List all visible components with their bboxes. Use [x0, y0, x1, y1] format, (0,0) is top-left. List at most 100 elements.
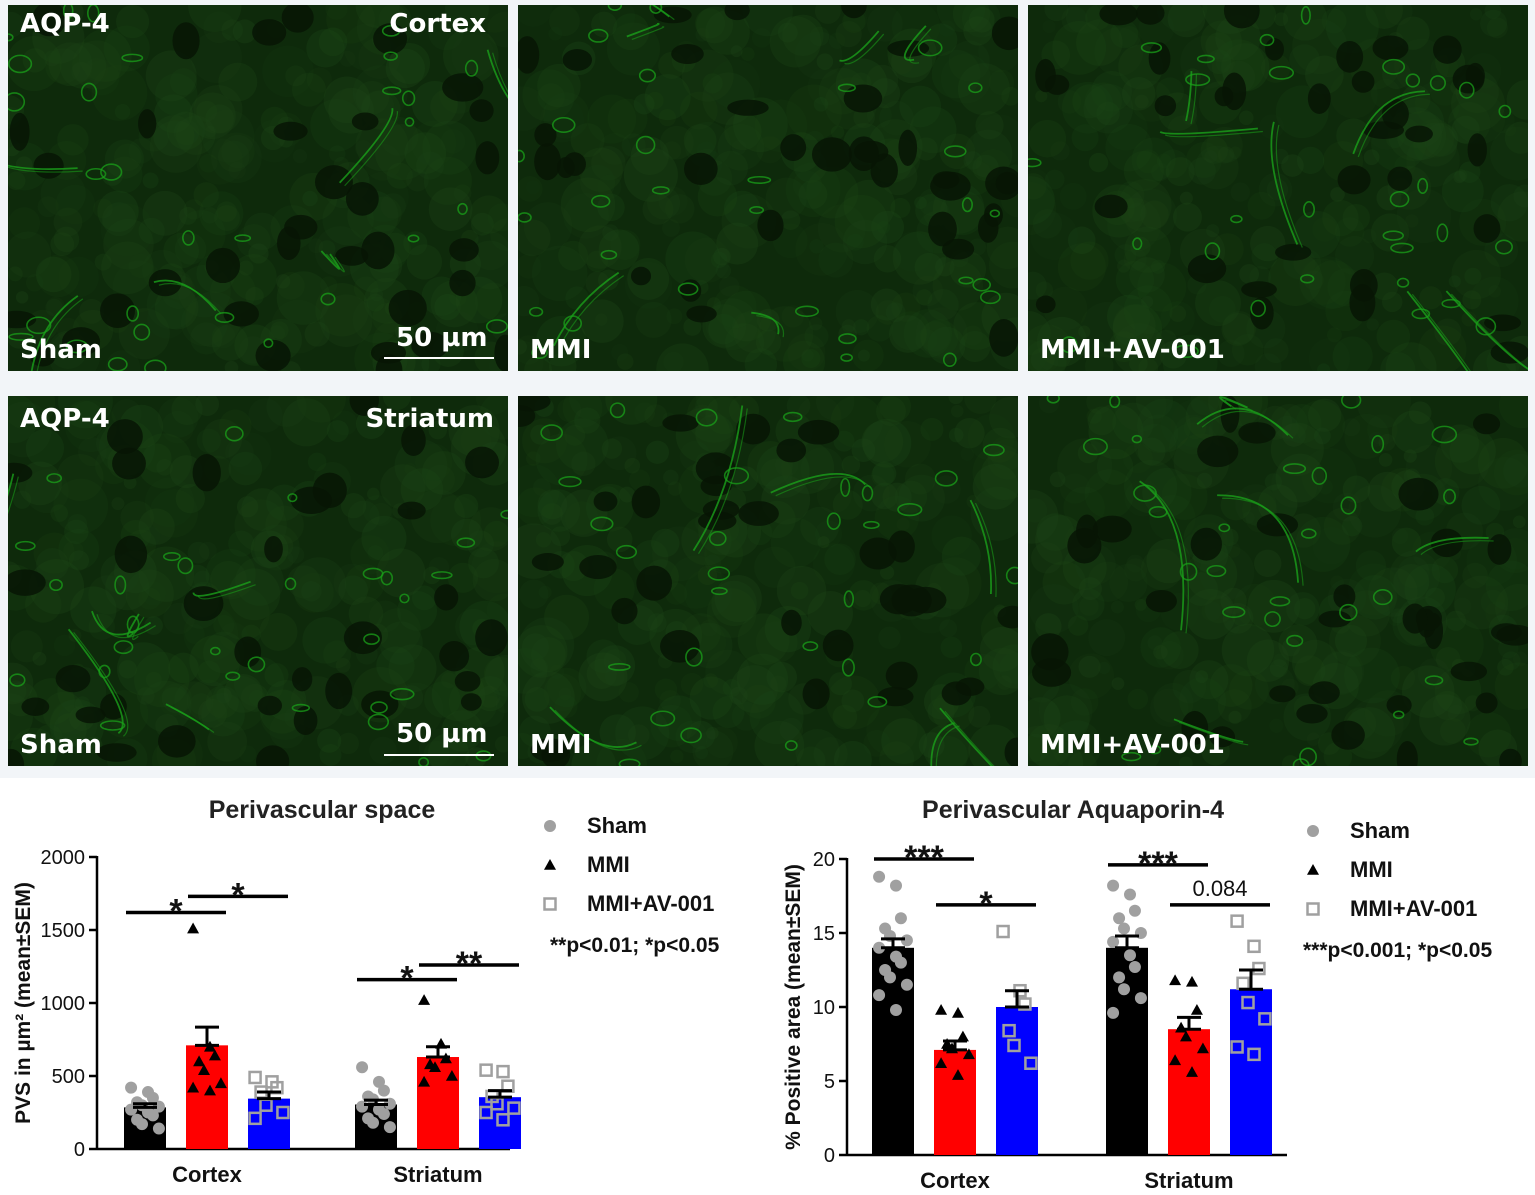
neuropil-speckle	[919, 321, 951, 352]
neuropil-speckle	[708, 313, 739, 345]
vessel-wall	[96, 614, 156, 639]
neuropil-speckle	[1028, 489, 1059, 544]
neuropil-speckle	[866, 315, 893, 342]
vessel-cross-section	[1230, 214, 1243, 224]
cell-body-shadow	[205, 247, 241, 284]
cell-body-shadow	[1094, 194, 1128, 219]
neuropil-speckle	[1160, 631, 1199, 670]
neuropil-speckle	[77, 437, 107, 467]
neuropil-speckle	[1138, 358, 1159, 371]
neuropil-speckle	[55, 184, 96, 225]
vessel-wall	[626, 22, 660, 38]
cell-body-shadow	[1220, 396, 1240, 433]
neuropil-speckle	[659, 690, 681, 712]
neuropil-speckle	[662, 141, 682, 161]
neuropil-speckle	[833, 430, 855, 452]
cell-body-shadow	[1265, 38, 1284, 61]
neuropil-speckle	[948, 396, 964, 405]
neuropil-speckle	[138, 217, 165, 245]
neuropil-speckle	[1453, 92, 1506, 145]
neuropil-speckle	[397, 590, 438, 631]
neuropil-speckle	[846, 233, 864, 251]
neuropil-speckle	[287, 546, 305, 564]
neuropil-speckle	[145, 50, 197, 102]
neuropil-speckle	[443, 27, 499, 84]
neuropil-speckle	[1036, 513, 1075, 551]
neuropil-speckle	[853, 319, 870, 336]
neuropil-speckle	[450, 518, 483, 551]
cell-body-shadow	[695, 452, 736, 485]
cell-body-shadow	[686, 305, 717, 323]
data-point	[198, 1064, 210, 1075]
vessel-cross-section	[8, 33, 14, 42]
neuropil-speckle	[757, 306, 814, 362]
vessel-cross-section	[607, 5, 623, 11]
data-point	[1180, 1030, 1192, 1042]
neuropil-speckle	[931, 49, 981, 99]
neuropil-speckle	[120, 500, 154, 535]
neuropil-speckle	[418, 729, 459, 766]
neuropil-speckle	[554, 694, 578, 719]
neuropil-speckle	[1205, 32, 1233, 60]
neuropil-speckle	[487, 203, 508, 232]
neuropil-speckle	[1117, 259, 1131, 273]
vessel-wall	[73, 631, 129, 737]
neuropil-speckle	[134, 651, 190, 708]
vessel-cross-section	[1311, 466, 1328, 485]
vessel-cross-section	[958, 276, 974, 285]
neuropil-speckle	[598, 229, 640, 271]
neuropil-speckle	[205, 549, 256, 600]
neuropil-speckle	[790, 581, 809, 600]
neuropil-speckle	[537, 63, 581, 108]
neuropil-speckle	[610, 229, 641, 261]
neuropil-speckle	[812, 543, 855, 586]
neuropil-speckle	[1086, 396, 1112, 415]
neuropil-speckle	[927, 735, 968, 766]
neuropil-speckle	[1228, 710, 1242, 724]
neuropil-speckle	[729, 686, 748, 705]
vessel-cross-section	[607, 663, 631, 671]
neuropil-speckle	[602, 224, 619, 242]
vessel-cross-section	[609, 402, 626, 419]
neuropil-speckle	[415, 443, 453, 481]
neuropil-speckle	[318, 27, 348, 57]
neuropil-speckle	[187, 541, 210, 564]
cell-body-shadow	[630, 266, 652, 286]
neuropil-speckle	[24, 586, 62, 623]
vessel-cross-section	[1417, 177, 1429, 195]
cell-body-shadow	[1154, 95, 1177, 117]
neuropil-speckle	[1309, 260, 1358, 309]
cell-body-shadow	[388, 289, 427, 327]
micrograph-striatum-mmi-av001: MMI+AV-001	[1028, 396, 1528, 766]
vessel-wall	[8, 164, 78, 170]
cell-body-shadow	[1336, 40, 1364, 73]
cell-body-shadow	[1032, 658, 1072, 687]
neuropil-speckle	[174, 681, 214, 721]
neuropil-speckle	[101, 164, 124, 186]
neuropil-speckle	[737, 613, 790, 666]
neuropil-speckle	[1495, 583, 1528, 633]
neuropil-speckle	[1451, 249, 1501, 300]
neuropil-speckle	[93, 198, 113, 219]
neuropil-speckle	[686, 396, 742, 443]
vessel-cross-section	[615, 544, 638, 559]
group-label: Sham	[20, 730, 102, 760]
neuropil-speckle	[647, 613, 667, 633]
neuropil-speckle	[731, 701, 761, 731]
neuropil-speckle	[601, 438, 623, 459]
vessel-cross-section	[1396, 277, 1410, 288]
y-tick-label: 15	[813, 923, 835, 945]
vessel-cross-section	[969, 652, 982, 667]
neuropil-speckle	[730, 45, 743, 58]
vessel-wall	[8, 476, 19, 515]
neuropil-speckle	[1439, 717, 1466, 744]
neuropil-speckle	[1512, 651, 1528, 667]
neuropil-speckle	[201, 692, 245, 737]
vessel-cross-section	[1222, 606, 1246, 618]
cell-body-shadow	[291, 667, 313, 692]
neuropil-speckle	[1235, 484, 1277, 526]
vessel-cross-section	[363, 633, 380, 645]
neuropil-speckle	[1209, 664, 1253, 707]
cell-body-shadow	[314, 165, 353, 200]
